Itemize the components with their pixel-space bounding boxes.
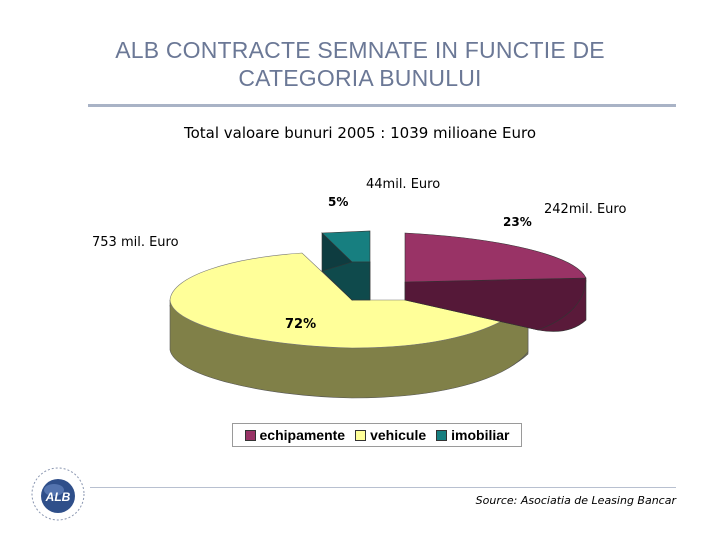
label-value-imobiliar: 44mil. Euro [366, 177, 440, 192]
chart-legend: echipamente vehicule imobiliar [232, 423, 522, 447]
slice-echipamente [404, 232, 587, 332]
slice-vehicule [169, 252, 529, 399]
label-pct-imobiliar: 5% [328, 195, 348, 209]
source-note: Source: Asociatia de Leasing Bancar [475, 494, 676, 507]
footer-divider [90, 487, 676, 488]
alb-logo-text: ALB [45, 490, 71, 504]
legend-item-echipamente: echipamente [244, 427, 346, 443]
label-value-vehicule: 753 mil. Euro [92, 235, 179, 250]
label-value-echipamente: 242mil. Euro [544, 202, 626, 217]
slice-echipamente-top [404, 232, 587, 283]
slice-echipamente-front [404, 277, 587, 331]
legend-swatch-imobiliar [436, 429, 448, 441]
legend-label-vehicule: vehicule [370, 427, 427, 443]
slide-title-line-1: ALB CONTRACTE SEMNATE IN FUNCTIE DE [115, 37, 605, 63]
legend-item-vehicule: vehicule [355, 427, 426, 443]
legend-swatch-echipamente [244, 429, 256, 441]
legend-label-echipamente: echipamente [259, 427, 346, 443]
legend-item-imobiliar: imobiliar [436, 427, 509, 443]
title-divider [88, 104, 676, 107]
label-pct-vehicule: 72% [285, 317, 316, 332]
slice-imobiliar-front [321, 261, 371, 301]
legend-swatch-vehicule [355, 429, 367, 441]
slide-title: ALB CONTRACTE SEMNATE IN FUNCTIE DE CATE… [40, 36, 680, 92]
slide-title-line-2: CATEGORIA BUNULUI [238, 65, 482, 91]
chart-title: Total valoare bunuri 2005 : 1039 milioan… [183, 124, 537, 142]
legend-label-imobiliar: imobiliar [451, 427, 510, 443]
slice-imobiliar [321, 230, 371, 301]
label-pct-echipamente: 23% [503, 215, 532, 229]
slice-vehicule-top [169, 252, 529, 349]
alb-logo: ALB [31, 467, 85, 521]
